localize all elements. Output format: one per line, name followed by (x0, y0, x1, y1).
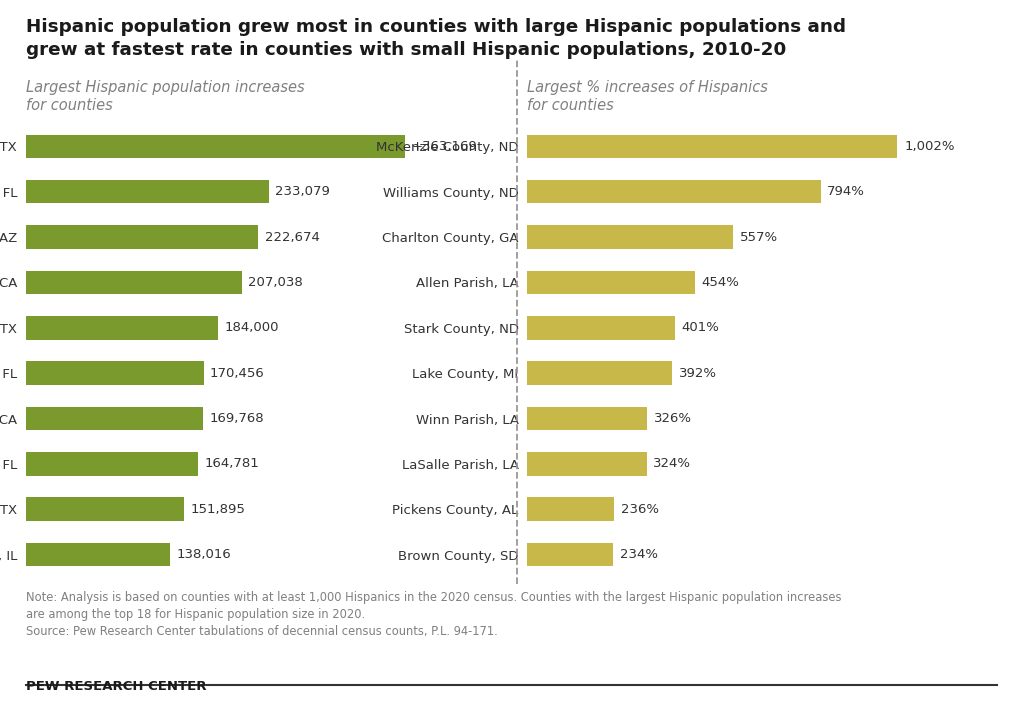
Text: +363,169: +363,169 (411, 139, 477, 153)
Text: 169,768: 169,768 (210, 412, 264, 425)
Text: Note: Analysis is based on counties with at least 1,000 Hispanics in the 2020 ce: Note: Analysis is based on counties with… (26, 591, 841, 638)
Text: 236%: 236% (621, 503, 659, 515)
Text: Largest Hispanic population increases
for counties: Largest Hispanic population increases fo… (26, 80, 304, 113)
Bar (527, 316, 675, 340)
Bar (26, 452, 197, 476)
Text: 326%: 326% (654, 412, 693, 425)
Bar (26, 180, 269, 203)
Text: 170,456: 170,456 (210, 367, 265, 379)
Text: 234%: 234% (620, 548, 658, 561)
Text: 233,079: 233,079 (275, 185, 330, 198)
Text: 557%: 557% (740, 231, 777, 244)
Bar (527, 135, 897, 158)
Bar (527, 452, 647, 476)
Bar (527, 270, 695, 295)
Text: Hispanic population grew most in counties with large Hispanic populations and
gr: Hispanic population grew most in countie… (26, 18, 846, 59)
Text: 392%: 392% (678, 367, 716, 379)
Bar (527, 543, 614, 566)
Text: 454%: 454% (702, 276, 740, 289)
Bar (26, 543, 170, 566)
Text: 1,002%: 1,002% (904, 139, 954, 153)
Text: 794%: 794% (828, 185, 865, 198)
Bar (527, 225, 732, 249)
Text: 151,895: 151,895 (190, 503, 246, 515)
Text: 207,038: 207,038 (249, 276, 303, 289)
Bar (527, 361, 672, 385)
Bar (26, 225, 259, 249)
Bar (26, 361, 204, 385)
Text: 324%: 324% (654, 457, 692, 470)
Bar (527, 498, 614, 521)
Text: 184,000: 184,000 (224, 321, 278, 334)
Text: 164,781: 164,781 (204, 457, 259, 470)
Text: PEW RESEARCH CENTER: PEW RESEARCH CENTER (26, 680, 206, 692)
Text: 138,016: 138,016 (176, 548, 231, 561)
Bar (26, 498, 184, 521)
Text: Largest % increases of Hispanics
for counties: Largest % increases of Hispanics for cou… (527, 80, 767, 113)
Bar (26, 270, 242, 295)
Text: 222,674: 222,674 (265, 231, 319, 244)
Text: 401%: 401% (681, 321, 720, 334)
Bar (527, 180, 820, 203)
Bar (26, 135, 405, 158)
Bar (527, 406, 648, 430)
Bar (26, 316, 218, 340)
Bar (26, 406, 203, 430)
